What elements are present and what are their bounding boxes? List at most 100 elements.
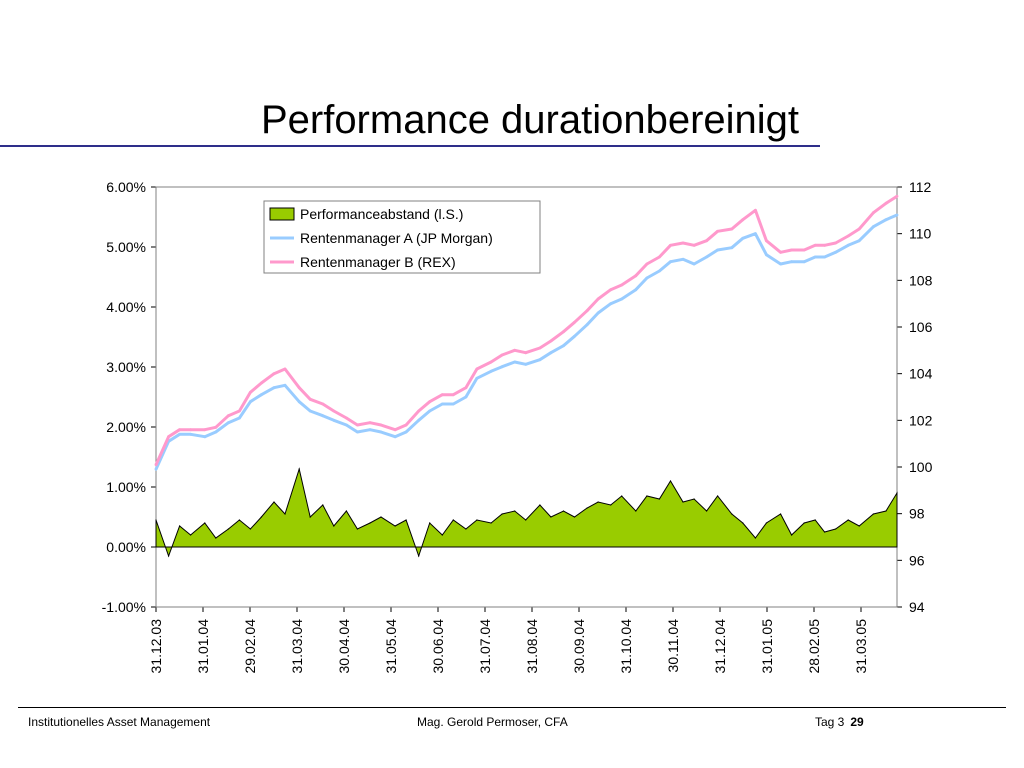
rentenmanager-b-point [884, 201, 888, 205]
rentenmanager-b-point [428, 400, 432, 404]
rentenmanager-a-point [203, 435, 207, 439]
performanceabstand-point [429, 522, 431, 524]
performanceabstand-point [539, 504, 541, 506]
rentenmanager-a-point [345, 423, 348, 427]
performanceabstand-point [260, 516, 262, 518]
performanceabstand-point [717, 495, 719, 497]
series-performanceabstand-area [155, 467, 898, 558]
rentenmanager-a-point [658, 269, 661, 273]
rentenmanager-b-point [895, 194, 899, 198]
rentenmanager-a-point [297, 400, 301, 404]
footer-course: Institutionelles Asset Management [28, 715, 211, 729]
rentenmanager-b-point [475, 367, 479, 371]
rentenmanager-b-point [379, 423, 383, 427]
x-tick-label: 31.08.04 [524, 619, 540, 674]
rentenmanager-a-point [417, 418, 421, 422]
performanceabstand-point [284, 513, 286, 515]
rentenmanager-b-point [823, 243, 826, 247]
footer-page-number: 29 [850, 715, 864, 729]
performanceabstand-point [380, 516, 382, 518]
performanceabstand-point [824, 531, 826, 533]
rentenmanager-b-point [227, 414, 230, 418]
rentenmanager-b-point [500, 353, 504, 357]
performanceabstand-point [573, 516, 576, 518]
x-tick-label: 31.10.04 [618, 619, 634, 674]
performanceabstand-point [168, 555, 170, 557]
rentenmanager-a-point [609, 302, 613, 306]
x-tick-label: 31.07.04 [477, 619, 493, 674]
x-tick-label: 30.11.04 [665, 619, 681, 673]
rentenmanager-a-point [754, 232, 757, 236]
performanceabstand-point [597, 501, 599, 503]
rentenmanager-b-point [692, 243, 696, 247]
performanceabstand-point [646, 495, 648, 497]
rentenmanager-a-point [249, 400, 252, 404]
footer-author: Mag. Gerold Permoser, CFA [417, 715, 568, 729]
rentenmanager-a-point [884, 218, 888, 222]
legend-swatch-performanceabstand [269, 207, 295, 221]
rentenmanager-b-point [332, 409, 336, 413]
rentenmanager-a-point [705, 255, 708, 259]
rentenmanager-a-point [524, 362, 528, 366]
rentenmanager-a-point [872, 225, 875, 229]
rentenmanager-a-point [260, 393, 263, 397]
rentenmanager-a-point [308, 409, 312, 413]
left-y-tick-label: 4.00% [106, 299, 146, 315]
rentenmanager-a-point [585, 323, 589, 327]
performanceabstand-point [872, 513, 875, 515]
rentenmanager-a-point [238, 416, 241, 420]
rentenmanager-a-point [802, 260, 806, 264]
performanceabstand-point [345, 510, 347, 512]
performanceabstand-point [333, 525, 335, 527]
performanceabstand-point [896, 492, 898, 494]
performanceabstand-point [550, 516, 552, 518]
performance-chart: -1.00% 0.00% 1.00% 2.00% 3.00% 4.00% 5.00% 6.00… [102, 179, 933, 674]
performanceabstand-point [835, 528, 837, 530]
rentenmanager-a-point [596, 311, 600, 315]
rentenmanager-a-point [393, 435, 397, 439]
performanceabstand-point [791, 534, 793, 536]
x-tick-label: 31.12.04 [712, 619, 728, 674]
rentenmanager-a-point [765, 253, 768, 257]
rentenmanager-b-point [846, 234, 850, 238]
rentenmanager-b-point [609, 288, 613, 292]
rentenmanager-a-point [356, 430, 359, 434]
rentenmanager-a-point [272, 386, 276, 390]
performanceabstand-point [525, 519, 527, 521]
x-tick-label: 31.03.04 [289, 619, 305, 674]
left-y-axis: -1.00% 0.00% 1.00% 2.00% 3.00% 4.00% 5.00% 6.00… [102, 179, 157, 615]
footer-page-info: Tag 3 29 [815, 715, 864, 729]
rentenmanager-a-point [741, 236, 745, 240]
rentenmanager-b-point [765, 239, 768, 243]
rentenmanager-b-point [167, 435, 171, 439]
x-tick-label: 30.09.04 [571, 619, 587, 674]
left-y-tick-label: 5.00% [106, 239, 146, 255]
rentenmanager-a-point [846, 243, 850, 247]
rentenmanager-b-point [802, 248, 806, 252]
rentenmanager-a-point [834, 250, 837, 254]
performanceabstand-point [465, 528, 467, 530]
rentenmanager-b-point [368, 421, 372, 425]
performanceabstand-point [706, 510, 708, 512]
rentenmanager-b-point [562, 330, 565, 334]
performanceabstand-point [227, 528, 229, 530]
rentenmanager-a-point [154, 467, 158, 471]
rentenmanager-b-point [154, 463, 158, 467]
legend-label: Rentenmanager A (JP Morgan) [300, 230, 493, 246]
slide-title: Performance durationbereinigt [260, 98, 800, 142]
performanceabstand-point [476, 519, 478, 521]
rentenmanager-b-point [451, 393, 455, 397]
performanceabstand-point [394, 525, 396, 527]
rentenmanager-b-point [716, 229, 719, 233]
rentenmanager-b-point [645, 262, 649, 266]
rentenmanager-b-point [214, 425, 218, 429]
right-y-axis: 94 96 98 100 102 104 106 108 110 112 [896, 179, 933, 615]
rentenmanager-b-point [178, 428, 182, 432]
right-y-tick-label: 110 [909, 226, 932, 242]
performanceabstand-point [562, 510, 565, 512]
rentenmanager-b-point [440, 393, 444, 397]
right-y-tick-label: 104 [909, 366, 933, 382]
rentenmanager-a-point [669, 260, 672, 264]
rentenmanager-a-point [214, 430, 218, 434]
rentenmanager-b-point [596, 297, 600, 301]
